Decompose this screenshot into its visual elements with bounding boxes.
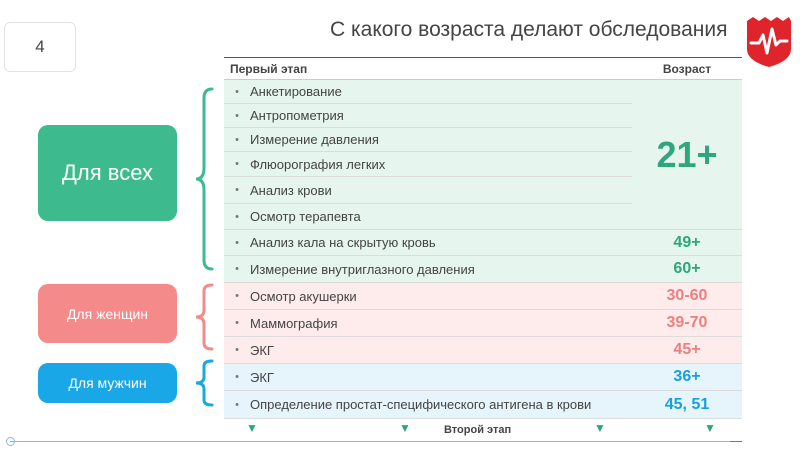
table-row: • Измерение внутриглазного давления 60+ [224, 256, 742, 283]
bottom-divider [10, 441, 730, 442]
table-row: • ЭКГ 36+ [224, 364, 742, 391]
page-title: С какого возраста делают обследования [330, 18, 728, 41]
group-label-men: Для мужчин [38, 363, 177, 403]
group-label-women: Для женщин [38, 284, 177, 343]
list-item: • Осмотр терапевта [224, 204, 632, 230]
brace-all-icon [195, 87, 214, 271]
table-row: • Маммография 39-70 [224, 310, 742, 337]
list-item: • Флюорография легких [224, 152, 632, 177]
arrow-down-icon: ▼ [594, 421, 606, 435]
list-item: • Антропометрия [224, 104, 632, 128]
table-footer: ▼ ▼ Второй этап ▼ ▼ [224, 419, 742, 442]
list-item: • Анкетирование [224, 80, 632, 104]
table-header: Первый этап Возраст [224, 57, 742, 80]
footer-label: Второй этап [444, 424, 512, 436]
arrow-down-icon: ▼ [399, 421, 411, 435]
heartbeat-shield-icon [743, 15, 795, 69]
table-row: • Осмотр акушерки 30-60 [224, 283, 742, 310]
age-common-all: 21+ [632, 80, 742, 230]
brace-women-icon [195, 283, 214, 351]
table-row: • Анализ кала на скрытую кровь 49+ [224, 230, 742, 256]
brace-men-icon [195, 359, 214, 407]
table-row: • Определение простат-специфического анти… [224, 391, 742, 419]
arrow-down-icon: ▼ [246, 421, 258, 435]
list-item: • Измерение давления [224, 128, 632, 152]
group-all-common: • Анкетирование • Антропометрия • Измерение… [224, 80, 742, 230]
table-row: • ЭКГ 45+ [224, 337, 742, 364]
group-label-all: Для всех [38, 125, 177, 221]
slide-number: 4 [4, 22, 76, 72]
list-item: • Анализ крови [224, 177, 632, 204]
arrow-down-icon: ▼ [704, 421, 716, 435]
exam-table: Первый этап Возраст • Анкетирование • Антр… [224, 57, 742, 442]
header-age: Возраст [662, 61, 712, 76]
header-stage: Первый этап [230, 61, 308, 76]
